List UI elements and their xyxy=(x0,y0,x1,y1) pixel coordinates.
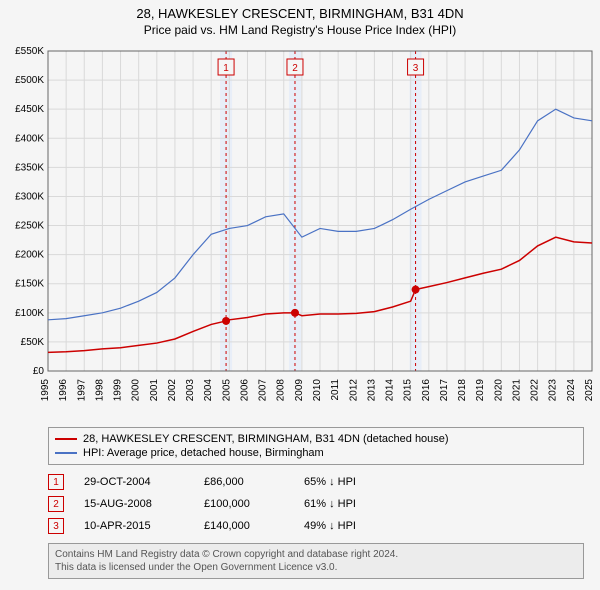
page-subtitle: Price paid vs. HM Land Registry's House … xyxy=(0,23,600,41)
svg-text:1996: 1996 xyxy=(58,379,69,402)
legend: 28, HAWKESLEY CRESCENT, BIRMINGHAM, B31 … xyxy=(48,427,584,465)
legend-swatch xyxy=(55,452,77,454)
event-date: 10-APR-2015 xyxy=(84,520,184,532)
svg-text:£150K: £150K xyxy=(15,279,44,290)
svg-text:2000: 2000 xyxy=(131,379,142,402)
event-diff: 49% ↓ HPI xyxy=(304,520,356,532)
legend-item: HPI: Average price, detached house, Birm… xyxy=(55,446,577,460)
svg-text:2: 2 xyxy=(292,63,298,74)
svg-text:£500K: £500K xyxy=(15,75,44,86)
svg-text:2009: 2009 xyxy=(294,379,305,402)
event-diff: 61% ↓ HPI xyxy=(304,498,356,510)
svg-text:2012: 2012 xyxy=(348,379,359,402)
event-date: 15-AUG-2008 xyxy=(84,498,184,510)
svg-text:£350K: £350K xyxy=(15,162,44,173)
footer-line2: This data is licensed under the Open Gov… xyxy=(55,561,577,574)
event-date: 29-OCT-2004 xyxy=(84,476,184,488)
event-row: 3 10-APR-2015 £140,000 49% ↓ HPI xyxy=(48,515,584,537)
svg-text:£200K: £200K xyxy=(15,250,44,261)
svg-text:1998: 1998 xyxy=(94,379,105,402)
svg-text:£450K: £450K xyxy=(15,104,44,115)
svg-text:2015: 2015 xyxy=(403,379,414,402)
svg-text:2021: 2021 xyxy=(511,379,522,402)
svg-text:2020: 2020 xyxy=(493,379,504,402)
svg-text:3: 3 xyxy=(413,63,419,74)
svg-text:2013: 2013 xyxy=(366,379,377,402)
svg-text:2006: 2006 xyxy=(239,379,250,402)
svg-text:2018: 2018 xyxy=(457,379,468,402)
svg-text:2022: 2022 xyxy=(530,379,541,402)
svg-text:2014: 2014 xyxy=(385,379,396,402)
svg-text:2005: 2005 xyxy=(221,379,232,402)
svg-text:2001: 2001 xyxy=(149,379,160,402)
legend-item: 28, HAWKESLEY CRESCENT, BIRMINGHAM, B31 … xyxy=(55,432,577,446)
svg-text:£100K: £100K xyxy=(15,308,44,319)
event-row: 2 15-AUG-2008 £100,000 61% ↓ HPI xyxy=(48,493,584,515)
svg-text:2008: 2008 xyxy=(276,379,287,402)
event-diff: 65% ↓ HPI xyxy=(304,476,356,488)
event-number-box: 1 xyxy=(48,474,64,490)
svg-text:2004: 2004 xyxy=(203,379,214,402)
event-price: £100,000 xyxy=(204,498,284,510)
event-number-box: 3 xyxy=(48,518,64,534)
svg-text:2002: 2002 xyxy=(167,379,178,402)
svg-text:2019: 2019 xyxy=(475,379,486,402)
legend-swatch xyxy=(55,438,77,440)
svg-text:£300K: £300K xyxy=(15,191,44,202)
event-row: 1 29-OCT-2004 £86,000 65% ↓ HPI xyxy=(48,471,584,493)
chart-svg: £0 £50K £100K £150K £200K £250K £300K £350K £400… xyxy=(0,41,600,421)
svg-text:2017: 2017 xyxy=(439,379,450,402)
svg-text:£50K: £50K xyxy=(21,337,45,348)
footer-line1: Contains HM Land Registry data © Crown c… xyxy=(55,548,577,561)
svg-text:2010: 2010 xyxy=(312,379,323,402)
svg-text:£250K: £250K xyxy=(15,221,44,232)
svg-text:2025: 2025 xyxy=(584,379,595,402)
svg-text:2023: 2023 xyxy=(548,379,559,402)
event-price: £140,000 xyxy=(204,520,284,532)
svg-text:2024: 2024 xyxy=(566,379,577,402)
svg-text:2003: 2003 xyxy=(185,379,196,402)
legend-label: 28, HAWKESLEY CRESCENT, BIRMINGHAM, B31 … xyxy=(83,433,449,445)
svg-text:1: 1 xyxy=(223,63,229,74)
svg-text:2011: 2011 xyxy=(330,379,341,401)
events-table: 1 29-OCT-2004 £86,000 65% ↓ HPI 2 15-AUG-2008… xyxy=(48,471,584,537)
svg-text:£400K: £400K xyxy=(15,133,44,144)
page-title: 28, HAWKESLEY CRESCENT, BIRMINGHAM, B31 … xyxy=(0,0,600,23)
chart: £0 £50K £100K £150K £200K £250K £300K £350K £400… xyxy=(0,41,600,421)
svg-text:£0: £0 xyxy=(33,366,45,377)
event-price: £86,000 xyxy=(204,476,284,488)
svg-text:1997: 1997 xyxy=(76,379,87,402)
svg-text:1999: 1999 xyxy=(113,379,124,402)
svg-text:1995: 1995 xyxy=(40,379,51,402)
svg-text:£550K: £550K xyxy=(15,46,44,57)
svg-text:2016: 2016 xyxy=(421,379,432,402)
legend-label: HPI: Average price, detached house, Birm… xyxy=(83,447,324,459)
footer-attribution: Contains HM Land Registry data © Crown c… xyxy=(48,543,584,579)
svg-text:2007: 2007 xyxy=(258,379,269,402)
event-number-box: 2 xyxy=(48,496,64,512)
